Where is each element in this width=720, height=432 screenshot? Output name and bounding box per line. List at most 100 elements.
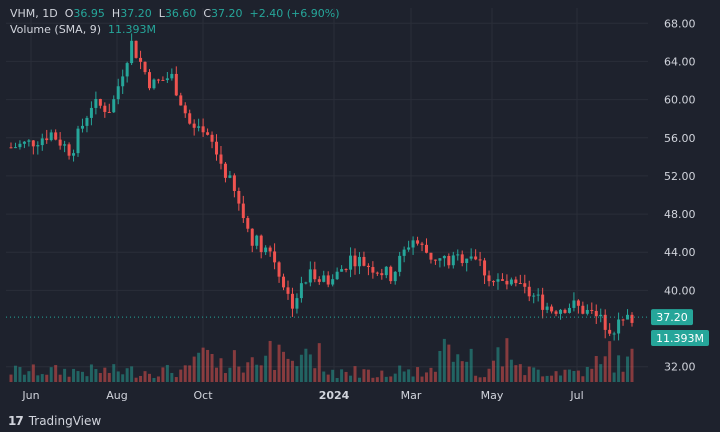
volume-bar xyxy=(581,376,585,382)
volume-bar xyxy=(375,377,379,382)
volume-bar xyxy=(94,369,98,382)
volume-bar xyxy=(384,376,388,382)
candle-body xyxy=(433,259,437,261)
volume-bar xyxy=(130,366,134,382)
candle-body xyxy=(250,228,254,246)
y-tick-label: 32.00 xyxy=(664,361,696,374)
volume-bar xyxy=(550,375,554,382)
candle-body xyxy=(532,295,536,297)
volume-bar xyxy=(197,352,201,382)
volume-bar xyxy=(219,358,223,382)
volume-value: 11.393M xyxy=(107,23,156,36)
volume-bar xyxy=(447,344,451,382)
volume-bar xyxy=(85,376,89,382)
candle-body xyxy=(380,273,384,276)
candle-body xyxy=(192,123,196,128)
candle-body xyxy=(362,256,366,266)
volume-bar xyxy=(380,370,384,382)
volume-bar xyxy=(313,368,317,382)
volume-bar xyxy=(264,355,268,382)
volume-bar xyxy=(456,354,460,382)
volume-bar xyxy=(174,377,178,382)
candle-body xyxy=(416,240,420,244)
candle-body xyxy=(58,139,62,146)
volume-bar xyxy=(563,369,567,382)
volume-bar xyxy=(326,374,330,382)
candle-body xyxy=(45,138,49,141)
candle-body xyxy=(366,265,370,268)
y-tick-label: 56.00 xyxy=(664,132,696,145)
volume-bar xyxy=(76,371,80,382)
candle-body xyxy=(617,319,621,334)
candle-body xyxy=(523,283,527,287)
candle-body xyxy=(487,275,491,282)
volume-bar xyxy=(188,365,192,382)
volume-bar xyxy=(393,373,397,382)
change-value: +2.40 (+6.90%) xyxy=(249,7,340,20)
volume-bar xyxy=(590,368,594,382)
volume-bar xyxy=(299,354,303,382)
candle-body xyxy=(80,125,84,129)
candle-body xyxy=(143,61,147,73)
volume-bar xyxy=(22,374,26,382)
price-tag-text: 37.20 xyxy=(656,311,688,324)
volume-bar xyxy=(621,371,625,382)
candle-body xyxy=(563,309,567,313)
candle-body xyxy=(72,153,76,156)
candle-body xyxy=(134,40,138,58)
candle-body xyxy=(18,143,22,148)
candle-body xyxy=(112,99,116,113)
candle-body xyxy=(581,305,585,314)
candle-body xyxy=(130,40,134,64)
volume-bar xyxy=(156,376,160,382)
candle-body xyxy=(630,314,634,323)
volume-bar xyxy=(161,367,165,382)
candle-body xyxy=(286,287,290,294)
volume-bar xyxy=(210,353,214,382)
y-tick-label: 60.00 xyxy=(664,94,696,107)
volume-bar xyxy=(80,371,84,382)
candle-body xyxy=(340,269,344,272)
candle-body xyxy=(54,132,58,140)
candle-body xyxy=(277,262,281,277)
tradingview-brand[interactable]: 17 TradingView xyxy=(8,412,101,430)
volume-label[interactable]: Volume (SMA, 9) xyxy=(10,23,101,36)
candle-body xyxy=(290,293,294,309)
volume-bar xyxy=(282,351,286,382)
volume-bar xyxy=(170,372,174,382)
candle-body xyxy=(438,258,442,261)
candle-body xyxy=(536,294,540,296)
candle-body xyxy=(357,256,361,267)
candle-body xyxy=(576,300,580,306)
candle-body xyxy=(179,95,183,106)
volume-bar xyxy=(67,376,71,382)
candle-body xyxy=(527,286,531,297)
candle-body xyxy=(335,271,339,280)
volume-bar xyxy=(179,369,183,382)
volume-bar xyxy=(290,360,294,382)
volume-bar xyxy=(215,367,219,382)
x-tick-label: 2024 xyxy=(319,389,350,402)
volume-bar xyxy=(559,375,563,382)
volume-bar xyxy=(518,364,522,382)
brand-name: TradingView xyxy=(28,414,102,428)
volume-bar xyxy=(49,367,53,382)
volume-bar xyxy=(201,347,205,382)
volume-bar xyxy=(585,366,589,382)
volume-bar xyxy=(433,371,437,382)
volume-bar xyxy=(451,361,455,382)
volume-bar xyxy=(442,338,446,382)
volume-bar xyxy=(500,366,504,382)
volume-tag-box xyxy=(651,330,709,346)
volume-bar xyxy=(237,366,241,382)
symbol-label[interactable]: VHM, 1D xyxy=(10,7,58,20)
candle-body xyxy=(237,190,241,204)
volume-bar xyxy=(116,371,120,382)
candle-body xyxy=(500,279,504,281)
candle-body xyxy=(201,126,205,133)
volume-bar xyxy=(505,338,509,382)
volume-bar xyxy=(54,365,58,382)
candle-body xyxy=(165,78,169,81)
